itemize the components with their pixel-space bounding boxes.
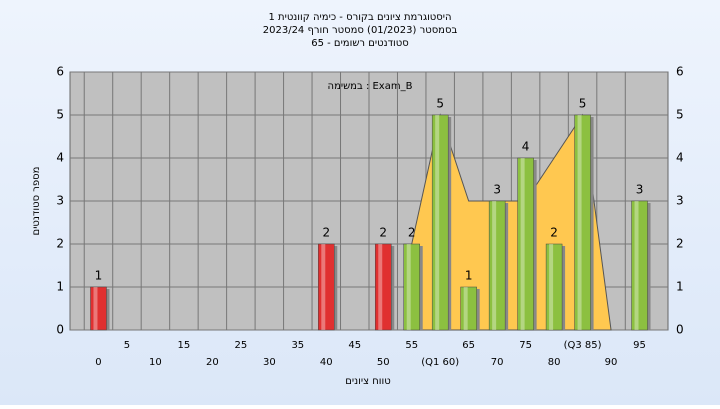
- x-tick-label: 65: [462, 340, 475, 351]
- data-label: 5: [579, 97, 587, 111]
- chart-subtitle: סטודנטים רשומים - 65: [311, 38, 409, 49]
- data-label: 2: [322, 226, 330, 240]
- bar-highlight: [378, 244, 383, 330]
- y2-tick-label: 0: [676, 323, 684, 337]
- bar-highlight: [577, 115, 582, 330]
- bar: [460, 286, 477, 331]
- bar-highlight: [406, 244, 411, 330]
- data-label: 2: [408, 226, 416, 240]
- y-tick-label: 6: [56, 65, 64, 79]
- x-tick-label: 70: [491, 357, 504, 368]
- chart-subtitle: בסמסטר (01/2023) סמסטר חורף 2023/24: [263, 25, 458, 36]
- bar-highlight: [520, 158, 525, 330]
- y2-tick-label: 3: [676, 194, 684, 208]
- chart-title: היסטוגרמת ציונים בקורס - כימיה קוונטית 1: [268, 12, 451, 23]
- y-tick-label: 3: [56, 194, 64, 208]
- data-label: 3: [636, 183, 644, 197]
- x-tick-label: 25: [234, 340, 247, 351]
- data-label: 2: [379, 226, 387, 240]
- bar-highlight: [549, 244, 554, 330]
- data-label: 1: [465, 269, 473, 283]
- x-tick-label: 90: [605, 357, 618, 368]
- x-tick-label: 50: [377, 357, 390, 368]
- x-tick-label: 95: [633, 340, 646, 351]
- x-tick-label: 40: [320, 357, 333, 368]
- y2-tick-label: 2: [676, 237, 684, 251]
- data-label: 3: [493, 183, 501, 197]
- annotation: במשימה : Exam_B: [328, 81, 413, 92]
- bar: [488, 200, 506, 331]
- data-label: 1: [95, 269, 103, 283]
- x-tick-label: 80: [548, 357, 561, 368]
- y-tick-label: 0: [56, 323, 64, 337]
- y2-tick-label: 4: [676, 151, 684, 165]
- x-tick-label: 0: [95, 357, 101, 368]
- bar: [545, 243, 563, 331]
- x-tick-label: 35: [291, 340, 304, 351]
- data-label: 4: [522, 140, 530, 154]
- y-tick-label: 4: [56, 151, 64, 165]
- x-tick-label: 75: [519, 340, 532, 351]
- x-tick-label: 5: [124, 340, 130, 351]
- x-tick-label: 20: [206, 357, 219, 368]
- bar: [431, 114, 449, 331]
- x-tick-label: (Q1 60): [421, 357, 459, 368]
- y2-tick-label: 1: [676, 280, 684, 294]
- x-tick-label: 10: [149, 357, 162, 368]
- x-tick-label: (Q3 85): [564, 340, 602, 351]
- x-tick-label: 55: [405, 340, 418, 351]
- bar: [574, 114, 591, 331]
- bar: [318, 243, 335, 331]
- bar-highlight: [492, 201, 497, 330]
- y2-tick-label: 5: [676, 108, 684, 122]
- x-axis-label: טווח ציונים: [345, 376, 390, 387]
- bar-highlight: [435, 115, 440, 330]
- y-axis-label: מספר סטודנטים: [31, 167, 42, 236]
- bar: [631, 200, 648, 331]
- x-tick-label: 45: [348, 340, 361, 351]
- data-label: 5: [436, 97, 444, 111]
- x-tick-label: 30: [263, 357, 276, 368]
- data-label: 2: [550, 226, 558, 240]
- bar-highlight: [321, 244, 326, 330]
- y-tick-label: 1: [56, 280, 64, 294]
- y-tick-label: 5: [56, 108, 64, 122]
- y-tick-label: 2: [56, 237, 64, 251]
- bar: [403, 243, 420, 331]
- bar: [374, 243, 392, 331]
- bar: [517, 157, 534, 331]
- bar-highlight: [463, 287, 468, 330]
- y2-tick-label: 6: [676, 65, 684, 79]
- x-tick-label: 15: [178, 340, 191, 351]
- bar: [90, 286, 107, 331]
- bar-highlight: [634, 201, 639, 330]
- bar-highlight: [93, 287, 98, 330]
